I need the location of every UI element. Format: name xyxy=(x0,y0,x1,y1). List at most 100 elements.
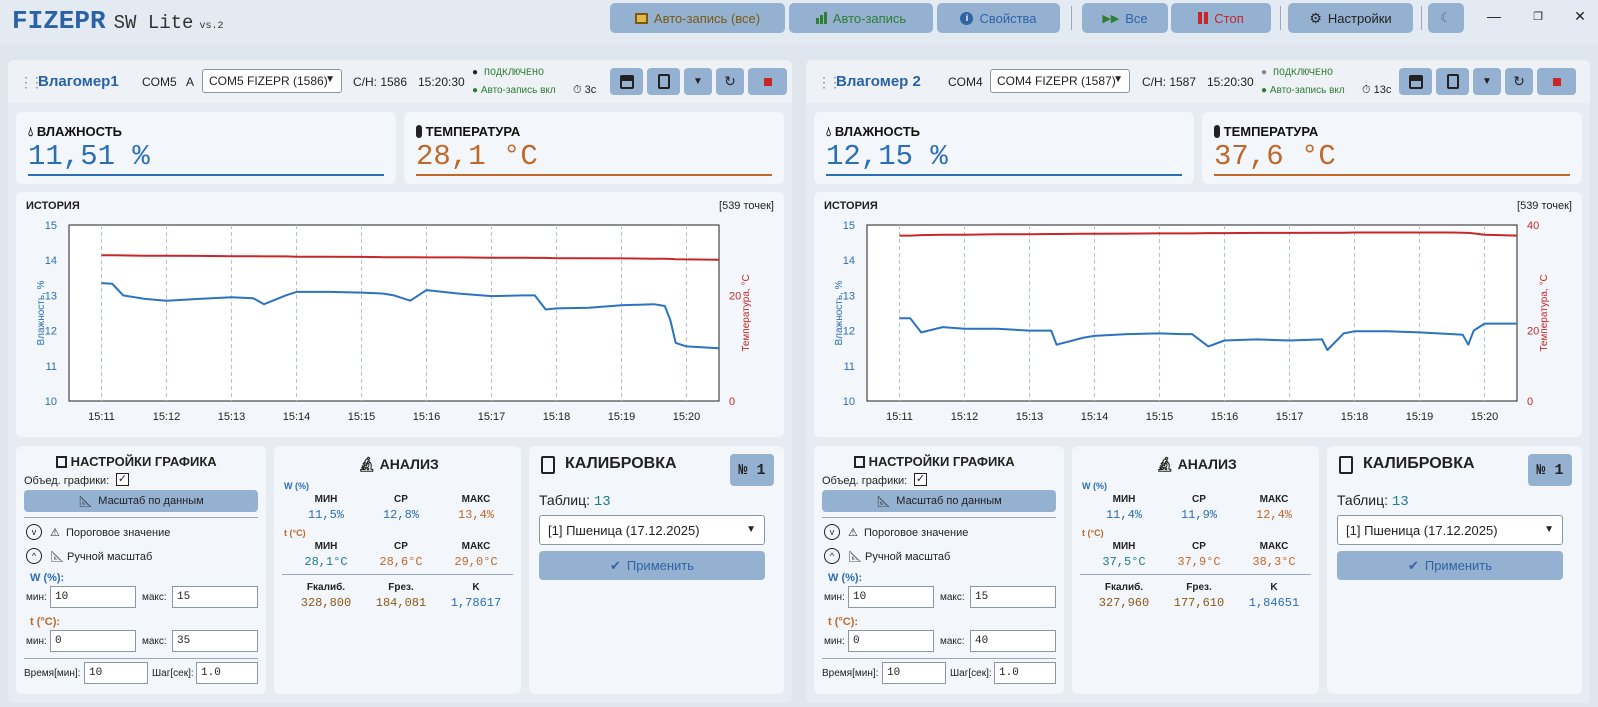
time-input[interactable]: 10 xyxy=(882,662,946,684)
app-logo: FIZEPR xyxy=(12,6,106,36)
t-avg-value: 37,9°C xyxy=(1177,555,1221,569)
device-name: Влагомер 2 xyxy=(836,73,921,90)
save-button[interactable] xyxy=(610,68,643,95)
t-max-input[interactable]: 35 xyxy=(172,630,258,652)
threshold-label[interactable]: ⚠ Пороговое значение xyxy=(848,526,968,539)
calibration-number-badge[interactable]: № 1 xyxy=(730,454,774,486)
dropdown-button[interactable]: ▼ xyxy=(1473,68,1501,95)
properties-button[interactable]: i Свойства xyxy=(937,3,1060,33)
w-max-head: МАКС xyxy=(461,494,491,505)
x-tick-label: 15:12 xyxy=(951,411,979,423)
minimize-icon[interactable]: — xyxy=(1487,8,1501,24)
graph-settings-title: НАСТРОЙКИ ГРАФИКА xyxy=(854,454,1015,469)
drag-handle-icon[interactable]: ⋮⋮ xyxy=(817,74,842,90)
clipboard-button[interactable] xyxy=(1436,68,1469,95)
save-button[interactable] xyxy=(1399,68,1432,95)
disconnect-button[interactable] xyxy=(1537,68,1576,95)
connection-status: ● ПОДКЛЮЧЕНО xyxy=(1261,68,1333,79)
record-interval-text: 13с xyxy=(1373,84,1392,96)
app-version: vs.2 xyxy=(199,21,224,32)
manual-scale-text: Ручной масштаб xyxy=(67,551,153,563)
ruler-icon: 📐︎ xyxy=(876,495,891,508)
humidity-card: 💧︎ ВЛАЖНОСТЬ 12,15 % xyxy=(814,112,1194,184)
w-min-input[interactable]: 10 xyxy=(848,586,934,608)
fit-scale-button[interactable]: 📐︎ Масштаб по данным xyxy=(24,490,258,512)
expand-threshold-icon[interactable]: v xyxy=(26,524,42,540)
w-min-label: мин: xyxy=(26,592,47,603)
w-min-input[interactable]: 10 xyxy=(50,586,136,608)
port-select[interactable]: COM4 FIZEPR (1587) ▼ xyxy=(990,69,1130,93)
collapse-manual-icon[interactable]: ^ xyxy=(26,548,42,564)
collapse-manual-icon[interactable]: ^ xyxy=(824,548,840,564)
calibration-select[interactable]: [1] Пшеница (17.12.2025) ▼ xyxy=(1337,515,1563,545)
manual-scale-label[interactable]: 📐︎ Ручной масштаб xyxy=(50,550,152,563)
apply-button[interactable]: ✔ Применить xyxy=(1337,551,1563,580)
t-head: t (°C) xyxy=(284,528,306,538)
stop-button[interactable]: Стоп xyxy=(1171,3,1271,33)
threshold-text: Пороговое значение xyxy=(66,527,171,539)
t-min-input[interactable]: 0 xyxy=(50,630,136,652)
refresh-icon: ↻ xyxy=(724,73,736,89)
analysis-title-text: АНАЛИЗ xyxy=(379,456,439,472)
y-left-tick-label: 13 xyxy=(843,290,855,302)
manual-scale-label[interactable]: 📐︎ Ручной масштаб xyxy=(848,550,950,563)
x-tick-label: 15:20 xyxy=(673,411,701,423)
fast-forward-icon: ▶▶ xyxy=(1102,12,1120,25)
time-input[interactable]: 10 xyxy=(84,662,148,684)
x-tick-label: 15:14 xyxy=(283,411,311,423)
threshold-label[interactable]: ⚠ Пороговое значение xyxy=(50,526,170,539)
history-card: ИСТОРИЯ [539 точек] 15:11 15:12 15:13 15:14… xyxy=(814,192,1582,437)
analysis-card: 🔬︎ АНАЛИЗ W (%) МИН СР МАКС 11,4% 11,9% … xyxy=(1072,446,1319,694)
maximize-icon[interactable]: ❐ xyxy=(1533,11,1543,23)
device-panel: ⋮⋮ Влагомер1 COM5 A COM5 FIZEPR (1586) ▼ … xyxy=(8,60,792,703)
port-select[interactable]: COM5 FIZEPR (1586) ▼ xyxy=(202,69,342,93)
theme-toggle-button[interactable]: ☾ xyxy=(1428,3,1464,33)
t-max-input[interactable]: 40 xyxy=(970,630,1056,652)
graph-settings-card: НАСТРОЙКИ ГРАФИКА Объед. графики: ✓ 📐︎ Ма… xyxy=(814,446,1064,694)
refresh-button[interactable]: ↻ xyxy=(1505,68,1533,95)
w-avg-value: 11,9% xyxy=(1180,508,1217,522)
start-all-button[interactable]: ▶▶ Все xyxy=(1082,3,1168,33)
start-all-label: Все xyxy=(1125,10,1148,26)
toolbar-divider xyxy=(1421,6,1422,30)
refresh-icon: ↻ xyxy=(1513,73,1525,89)
settings-button[interactable]: ⚙ Настройки xyxy=(1288,3,1413,33)
threshold-text: Пороговое значение xyxy=(864,527,969,539)
step-input[interactable]: 1.0 xyxy=(994,662,1056,684)
y-right-axis-label: Температура, °C xyxy=(1539,274,1550,351)
t-min-input[interactable]: 0 xyxy=(848,630,934,652)
t-range-label: t (°C): xyxy=(828,616,859,628)
calibration-select[interactable]: [1] Пшеница (17.12.2025) ▼ xyxy=(539,515,765,545)
combine-checkbox[interactable]: ✓ xyxy=(914,473,927,486)
app-brand: FIZEPR SW Lite vs.2 xyxy=(12,6,223,36)
temperature-title: ТЕМПЕРАТУРА xyxy=(416,124,520,139)
step-label: Шаг[сек]: xyxy=(950,668,992,679)
autorecord-all-button[interactable]: Авто-запись (все) xyxy=(610,3,785,33)
clipboard-button[interactable] xyxy=(647,68,680,95)
stop-bars-icon xyxy=(1198,12,1209,24)
expand-threshold-icon[interactable]: v xyxy=(824,524,840,540)
w-max-input[interactable]: 15 xyxy=(970,586,1056,608)
drag-handle-icon[interactable]: ⋮⋮ xyxy=(19,74,44,90)
f-res-value: 177,610 xyxy=(1173,596,1225,610)
history-chart[interactable]: 15:11 15:12 15:13 15:14 15:15 15:16 15:17 15:18… xyxy=(814,192,1582,437)
dropdown-button[interactable]: ▼ xyxy=(684,68,712,95)
y-left-tick-label: 15 xyxy=(843,220,855,232)
refresh-button[interactable]: ↻ xyxy=(716,68,744,95)
w-max-label: макс: xyxy=(142,592,167,603)
combine-checkbox[interactable]: ✓ xyxy=(116,473,129,486)
disconnect-button[interactable] xyxy=(748,68,787,95)
autorecord-button[interactable]: Авто-запись xyxy=(789,3,933,33)
humidity-title-text: ВЛАЖНОСТЬ xyxy=(36,124,123,139)
history-chart[interactable]: 15:11 15:12 15:13 15:14 15:15 15:16 15:17 15:18… xyxy=(16,192,784,437)
x-tick-label: 15:15 xyxy=(1146,411,1174,423)
close-icon[interactable]: ✕ xyxy=(1574,8,1586,24)
fit-scale-button[interactable]: 📐︎ Масштаб по данным xyxy=(822,490,1056,512)
ruler-icon: 📐︎ xyxy=(848,551,862,563)
temperature-series-line xyxy=(899,231,1518,237)
microscope-icon: 🔬︎ xyxy=(1156,456,1174,472)
step-input[interactable]: 1.0 xyxy=(196,662,258,684)
w-max-input[interactable]: 15 xyxy=(172,586,258,608)
calibration-number-badge[interactable]: № 1 xyxy=(1528,454,1572,486)
apply-button[interactable]: ✔ Применить xyxy=(539,551,765,580)
